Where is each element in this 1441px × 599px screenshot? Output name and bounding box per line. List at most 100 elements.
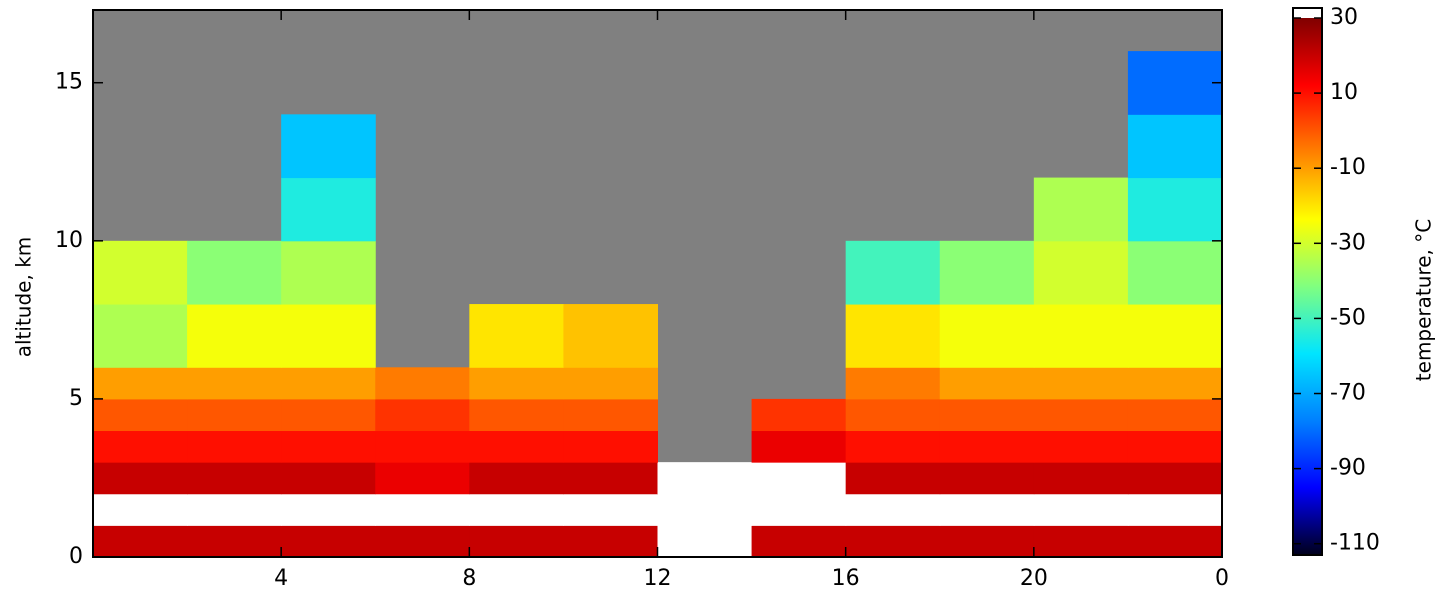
heatmap-cell: [845, 493, 941, 526]
heatmap-cell: [93, 304, 188, 368]
x-tick-label: 4: [274, 566, 288, 591]
heatmap-cell: [93, 398, 188, 432]
heatmap-cell: [469, 304, 564, 368]
heatmap-cell: [375, 493, 470, 526]
heatmap-cell: [1127, 430, 1223, 463]
heatmap-cell: [187, 525, 282, 558]
heatmap-cell: [469, 525, 564, 558]
heatmap-cell: [375, 525, 470, 558]
heatmap-cell: [751, 462, 847, 495]
heatmap-cell: [93, 462, 188, 495]
heatmap-cell: [1033, 240, 1129, 305]
heatmap-cell: [1127, 177, 1223, 242]
heatmap-cell: [1127, 240, 1223, 305]
heatmap-cell: [93, 525, 188, 558]
heatmap-cell: [657, 525, 753, 558]
heatmap-cell: [281, 240, 376, 305]
heatmap-cell: [657, 493, 753, 526]
heatmap-cell: [1033, 367, 1129, 400]
colorbar-tick-label: -110: [1330, 531, 1380, 556]
heatmap-cell: [563, 525, 658, 558]
colorbar-over: [1293, 8, 1322, 18]
heatmap-cell: [187, 430, 282, 463]
heatmap-cell: [1033, 304, 1129, 368]
heatmap-cell: [939, 240, 1035, 305]
x-tick-label: 20: [1020, 566, 1048, 591]
heatmap-cell: [281, 367, 376, 400]
heatmap-cell: [1127, 525, 1223, 558]
heatmap-cell: [1127, 462, 1223, 495]
x-tick-label: 12: [644, 566, 672, 591]
heatmap-cell: [187, 493, 282, 526]
heatmap-cell: [281, 462, 376, 495]
heatmap-cell: [845, 398, 941, 432]
heatmap-cell: [563, 367, 658, 400]
heatmap-cell: [563, 430, 658, 463]
heatmap-cell: [187, 304, 282, 368]
heatmap-cell: [563, 398, 658, 432]
y-axis-label: altitude, km: [12, 237, 36, 358]
heatmap: [93, 51, 1223, 558]
colorbar-tick-label: -50: [1330, 305, 1366, 330]
heatmap-cell: [845, 304, 941, 368]
heatmap-cell: [469, 493, 564, 526]
y-tick-label: 0: [69, 544, 83, 569]
colorbar-tick-label: -70: [1330, 381, 1366, 406]
heatmap-cell: [939, 398, 1035, 432]
heatmap-cell: [469, 430, 564, 463]
heatmap-cell: [1033, 493, 1129, 526]
heatmap-cell: [939, 493, 1035, 526]
heatmap-cell: [1127, 304, 1223, 368]
heatmap-cell: [375, 430, 470, 463]
colorbar-tick-label: -30: [1330, 230, 1366, 255]
heatmap-cell: [563, 493, 658, 526]
heatmap-cell: [657, 462, 753, 495]
heatmap-cell: [1127, 493, 1223, 526]
x-tick-label: 16: [832, 566, 860, 591]
colorbar-label: temperature, °C: [1412, 219, 1436, 381]
colorbar-tick-label: 30: [1330, 5, 1358, 30]
heatmap-cell: [469, 367, 564, 400]
heatmap-cell: [751, 430, 847, 463]
heatmap-cell: [845, 367, 941, 400]
heatmap-cell: [1033, 525, 1129, 558]
colorbar-tick-label: 10: [1330, 80, 1358, 105]
heatmap-cell: [563, 304, 658, 368]
heatmap-cell: [1127, 398, 1223, 432]
heatmap-cell: [845, 525, 941, 558]
heatmap-cell: [939, 430, 1035, 463]
heatmap-cell: [281, 114, 376, 179]
heatmap-cell: [939, 367, 1035, 400]
x-tick-label: 8: [462, 566, 476, 591]
colorbar-tick-label: -90: [1330, 456, 1366, 481]
colorbar: [1293, 18, 1322, 555]
heatmap-cell: [375, 367, 470, 400]
heatmap-cell: [187, 240, 282, 305]
colorbar-tick-label: -10: [1330, 155, 1366, 180]
heatmap-cell: [939, 304, 1035, 368]
heatmap-cell: [469, 398, 564, 432]
heatmap-cell: [939, 525, 1035, 558]
heatmap-cell: [281, 525, 376, 558]
heatmap-cell: [845, 462, 941, 495]
heatmap-cell: [281, 304, 376, 368]
heatmap-cell: [563, 462, 658, 495]
heatmap-cell: [93, 430, 188, 463]
heatmap-cell: [1127, 51, 1223, 115]
heatmap-cell: [751, 493, 847, 526]
heatmap-cell: [93, 367, 188, 400]
y-tick-label: 5: [69, 386, 83, 411]
heatmap-cell: [187, 462, 282, 495]
heatmap-cell: [845, 430, 941, 463]
heatmap-cell: [281, 493, 376, 526]
heatmap-cell: [187, 367, 282, 400]
heatmap-cell: [751, 398, 847, 432]
heatmap-cell: [1033, 430, 1129, 463]
heatmap-cell: [281, 398, 376, 432]
heatmap-cell: [1127, 114, 1223, 179]
y-tick-label: 10: [55, 228, 83, 253]
heatmap-cell: [281, 430, 376, 463]
x-tick-label: 0: [1215, 566, 1229, 591]
axes: 4 8 12 16 20 0 0 5 10 15: [55, 9, 1229, 591]
